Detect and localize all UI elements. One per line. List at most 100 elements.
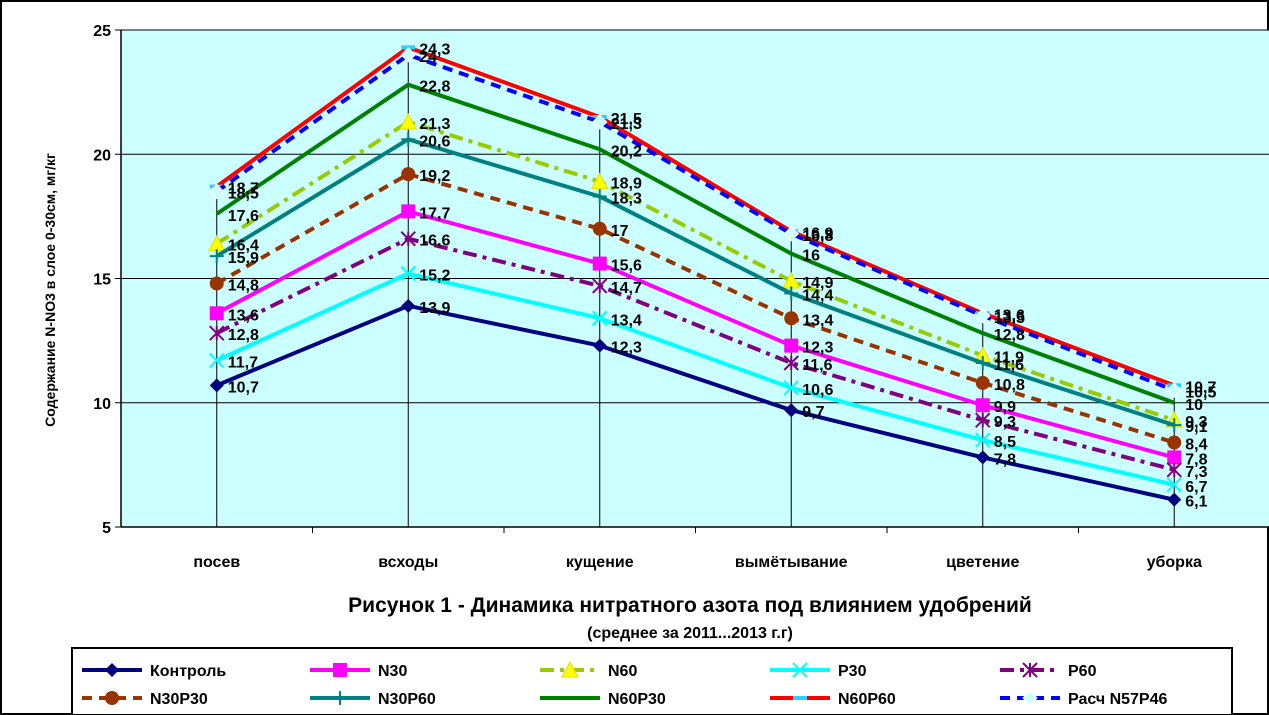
series-контроль	[209, 298, 1182, 507]
data-label: 18,3	[611, 190, 642, 207]
data-label: 16,4	[228, 238, 259, 255]
data-label: 18,5	[228, 186, 259, 203]
data-label: 13,6	[228, 307, 259, 324]
data-label: 12,3	[611, 340, 642, 357]
data-point	[975, 412, 991, 428]
y-tick-label: 25	[93, 23, 111, 40]
data-label: 13,9	[419, 300, 450, 317]
series-line	[215, 209, 1175, 460]
data-point	[592, 278, 608, 294]
data-point	[975, 375, 990, 390]
data-point	[1166, 382, 1182, 399]
data-point	[1166, 462, 1182, 478]
data-point	[209, 325, 225, 341]
data-label: 11,7	[228, 355, 258, 372]
data-label: 16,8	[802, 228, 833, 245]
data-point	[401, 132, 416, 147]
legend-marker	[1022, 662, 1038, 678]
data-label: 14,8	[228, 277, 259, 294]
legend-label: N60P30	[608, 691, 666, 708]
chart-subtitle: (среднее за 2011...2013 г.г)	[587, 625, 793, 642]
legend-marker	[793, 696, 807, 700]
legend-item: N60P30	[540, 691, 666, 708]
data-point	[783, 355, 799, 371]
data-point	[592, 221, 607, 236]
data-point	[400, 265, 416, 282]
data-label: 6,1	[1185, 494, 1207, 511]
series-n30p30	[209, 167, 1182, 450]
y-tick-label: 5	[102, 520, 111, 537]
legend-marker	[105, 663, 119, 677]
data-label: 10,7	[1185, 379, 1216, 396]
y-tick-label: 20	[93, 147, 111, 164]
data-point	[784, 311, 799, 326]
series-n30	[209, 204, 1182, 465]
x-tick-label: вымётывание	[735, 554, 848, 571]
y-tick-label: 15	[93, 272, 111, 289]
data-label: 10,5	[1185, 384, 1216, 401]
data-label: 10,8	[994, 377, 1025, 394]
data-label: 12,3	[802, 340, 833, 357]
legend-marker	[561, 660, 579, 678]
legend-item: Расч N57P46	[1000, 690, 1168, 708]
data-label: 10	[1185, 397, 1203, 414]
data-label: 17,6	[228, 208, 259, 225]
legend-label: N60	[608, 663, 637, 680]
data-point	[1167, 492, 1182, 507]
data-label: 8,5	[994, 434, 1016, 451]
data-label: 16	[802, 248, 820, 265]
legend-label: N30	[378, 663, 407, 680]
series-line	[215, 303, 1175, 502]
legend-item: N60P60	[770, 691, 896, 708]
data-label: 14,7	[611, 280, 642, 297]
data-point	[783, 226, 799, 242]
legend-label: P30	[838, 663, 867, 680]
data-label: 12,8	[994, 327, 1025, 344]
data-point	[399, 112, 418, 130]
data-point	[209, 249, 224, 264]
data-point	[209, 378, 224, 393]
series-lines	[207, 45, 1184, 507]
data-label: 7,8	[1185, 451, 1207, 468]
data-label: 17	[611, 223, 629, 240]
series-line	[215, 137, 1175, 428]
series-line	[215, 45, 1175, 388]
data-point	[1166, 477, 1182, 493]
data-point	[1167, 418, 1182, 433]
data-label: 6,7	[1185, 479, 1207, 496]
legend-marker	[333, 663, 347, 677]
data-point	[592, 114, 608, 130]
legend-label: P60	[1068, 663, 1097, 680]
x-tick-label: кущение	[566, 554, 634, 571]
series-расч-n57p46	[209, 47, 1182, 399]
data-point	[401, 298, 416, 313]
data-label: 10,7	[228, 379, 259, 396]
data-label: 10,6	[802, 382, 833, 399]
data-label: 15,9	[228, 250, 259, 267]
series-line	[215, 119, 1175, 423]
data-label: 9,3	[1185, 414, 1207, 431]
data-label: 12,8	[228, 327, 259, 344]
x-tick-label: посев	[193, 554, 240, 571]
legend-item: N30	[310, 663, 407, 680]
data-point	[209, 352, 225, 369]
legend-box	[71, 647, 1233, 715]
data-label: 13,6	[994, 307, 1025, 324]
data-point	[1167, 435, 1182, 450]
data-label: 16,9	[802, 225, 833, 242]
data-point	[592, 338, 607, 353]
data-label: 13,4	[611, 312, 642, 329]
series-n30p60	[209, 132, 1182, 433]
legend-item: Контроль	[82, 663, 226, 680]
data-label: 11,6	[802, 357, 832, 374]
data-label: 11,6	[994, 357, 1024, 374]
data-point	[1167, 450, 1182, 465]
data-point	[975, 355, 990, 370]
series-n60	[207, 112, 1184, 428]
data-label: 21,3	[611, 116, 642, 133]
series-line	[215, 271, 1175, 487]
data-point	[975, 432, 991, 448]
data-point	[400, 47, 416, 63]
data-label: 22,8	[419, 79, 450, 96]
